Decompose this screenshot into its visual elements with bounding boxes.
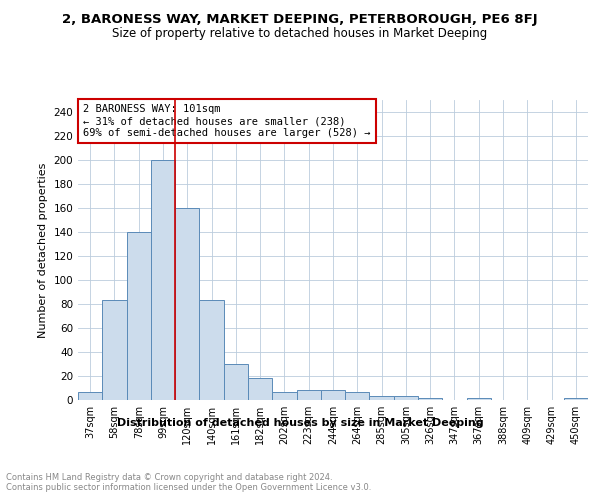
Text: Contains public sector information licensed under the Open Government Licence v3: Contains public sector information licen… xyxy=(6,484,371,492)
Bar xyxy=(248,378,272,400)
Text: Contains HM Land Registry data © Crown copyright and database right 2024.: Contains HM Land Registry data © Crown c… xyxy=(6,472,332,482)
Y-axis label: Number of detached properties: Number of detached properties xyxy=(38,162,48,338)
Bar xyxy=(564,398,588,400)
Bar xyxy=(151,160,175,400)
Text: Size of property relative to detached houses in Market Deeping: Size of property relative to detached ho… xyxy=(112,28,488,40)
Bar xyxy=(224,364,248,400)
Bar xyxy=(321,390,345,400)
Bar xyxy=(272,392,296,400)
Bar xyxy=(345,392,370,400)
Bar xyxy=(199,300,224,400)
Bar xyxy=(102,300,127,400)
Text: 2, BARONESS WAY, MARKET DEEPING, PETERBOROUGH, PE6 8FJ: 2, BARONESS WAY, MARKET DEEPING, PETERBO… xyxy=(62,12,538,26)
Bar xyxy=(78,392,102,400)
Bar xyxy=(175,208,199,400)
Text: 2 BARONESS WAY: 101sqm
← 31% of detached houses are smaller (238)
69% of semi-de: 2 BARONESS WAY: 101sqm ← 31% of detached… xyxy=(83,104,371,138)
Bar xyxy=(370,396,394,400)
Bar xyxy=(467,398,491,400)
Text: Distribution of detached houses by size in Market Deeping: Distribution of detached houses by size … xyxy=(116,418,484,428)
Bar xyxy=(127,232,151,400)
Bar xyxy=(418,398,442,400)
Bar xyxy=(394,396,418,400)
Bar xyxy=(296,390,321,400)
